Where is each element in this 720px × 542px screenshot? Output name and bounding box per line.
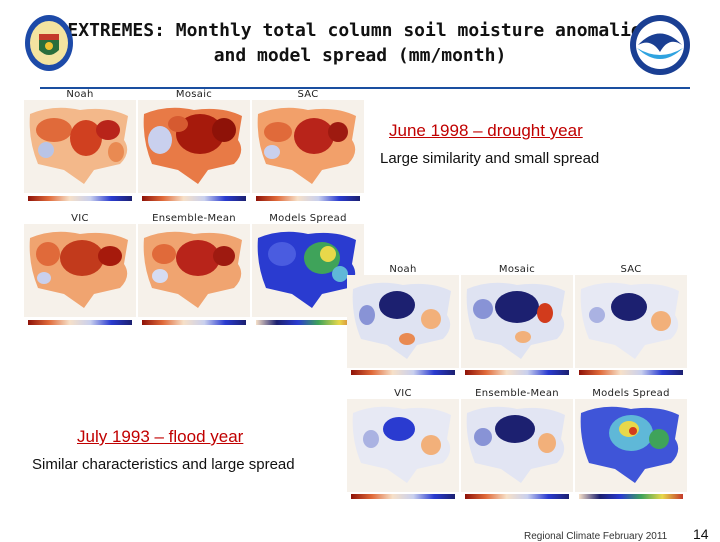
colorbar [28,196,132,201]
title-line-2: and model spread (mm/month) [213,45,507,66]
colorbar [579,370,683,375]
noaa-logo-icon [630,15,690,75]
map-panel-ensemble-1998: Ensemble-Mean [138,213,250,317]
soil-moisture-map [575,275,687,368]
map-panel-noah-1993: Noah [347,264,459,368]
map-panel-sac-1998: SAC [252,89,364,193]
soil-moisture-map [252,224,364,317]
colorbar [142,320,246,325]
title-rule [40,87,690,89]
colorbar [28,320,132,325]
colorbar [465,370,569,375]
panel-label: Mosaic [498,264,536,275]
soil-moisture-map [347,399,459,492]
title-line-1: EXTREMES: Monthly total column soil mois… [67,20,653,41]
map-panel-mosaic-1998: Mosaic [138,89,250,193]
colorbar [351,370,455,375]
panel-label: Ensemble-Mean [152,213,236,224]
slide-title: EXTREMES: Monthly total column soil mois… [0,18,720,68]
map-panel-spread-1993: Models Spread [575,388,687,492]
panel-label: SAC [620,264,642,275]
colorbar [351,494,455,499]
soil-moisture-map [575,399,687,492]
panel-label: VIC [394,388,412,399]
section-1993-heading: July 1993 – flood year [77,427,244,446]
footer-text: Regional Climate February 2011 [524,531,668,542]
map-panel-vic-1993: VIC [347,388,459,492]
soil-moisture-map [252,100,364,193]
panel-label: Noah [389,264,417,275]
map-panel-spread-1998: Models Spread [252,213,364,317]
panel-label: Ensemble-Mean [475,388,559,399]
doe-seal-icon [25,15,73,71]
colorbar [579,494,683,499]
map-panel-sac-1993: SAC [575,264,687,368]
map-panel-mosaic-1993: Mosaic [461,264,573,368]
soil-moisture-map [138,224,250,317]
panel-label: Models Spread [269,213,347,224]
map-panel-ensemble-1993: Ensemble-Mean [461,388,573,492]
map-panel-noah-1998: Noah [24,89,136,193]
soil-moisture-map [24,100,136,193]
panel-label: SAC [297,89,319,100]
soil-moisture-map [461,275,573,368]
soil-moisture-map [461,399,573,492]
panel-label: Models Spread [592,388,670,399]
soil-moisture-map [138,100,250,193]
page-number: 14 [693,526,709,542]
panel-label: VIC [71,213,89,224]
colorbar [465,494,569,499]
colorbar [256,320,360,325]
soil-moisture-map [347,275,459,368]
panel-label: Mosaic [175,89,213,100]
soil-moisture-map [24,224,136,317]
section-1998-heading: June 1998 – drought year [389,121,583,140]
map-panel-vic-1998: VIC [24,213,136,317]
colorbar [142,196,246,201]
section-1993-subheading: Similar characteristics and large spread [32,456,295,473]
panel-label: Noah [66,89,94,100]
section-1998-subheading: Large similarity and small spread [380,150,600,167]
colorbar [256,196,360,201]
